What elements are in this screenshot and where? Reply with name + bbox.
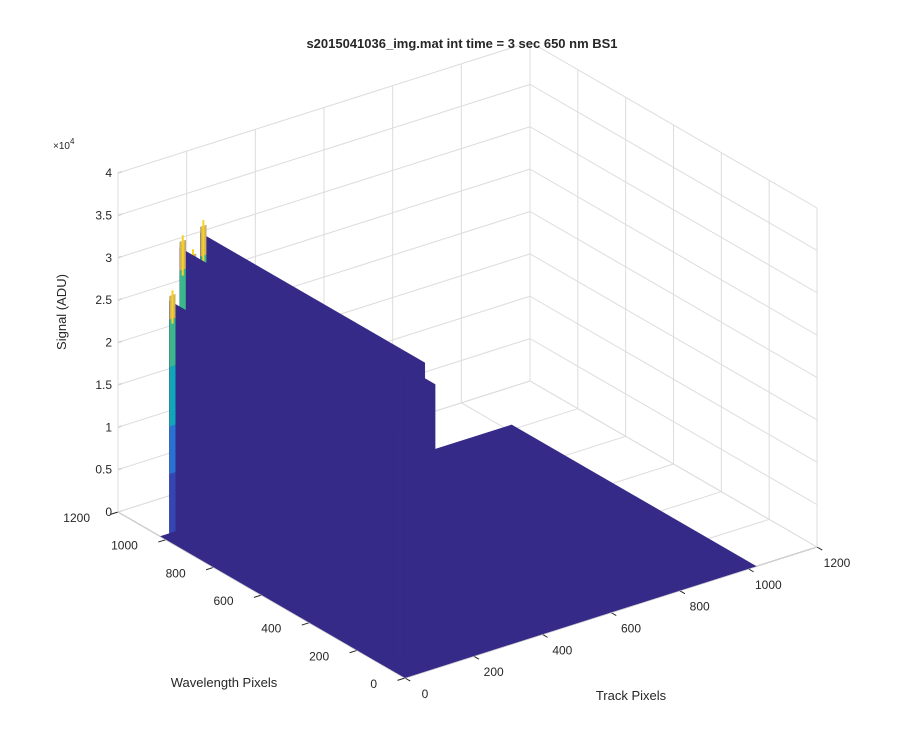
x-axis-label: Track Pixels xyxy=(596,688,667,703)
grid-line-side-z xyxy=(529,253,818,421)
z-tick-label: 1 xyxy=(105,420,112,434)
x-tick-label: 0 xyxy=(422,687,429,701)
x-tick-mark xyxy=(610,612,617,616)
grid-line-side-z xyxy=(529,41,818,209)
x-tick-mark xyxy=(816,546,823,551)
grid-line-side-z xyxy=(529,211,818,378)
grid-line-back-z xyxy=(117,41,531,174)
tick-labels: 0200400600800100012000200400600800100012… xyxy=(63,166,850,701)
x-tick-label: 1000 xyxy=(755,578,782,592)
x-tick-label: 1200 xyxy=(824,556,851,570)
grid-line-side-z xyxy=(529,83,818,251)
y-tick-label: 1200 xyxy=(63,511,90,525)
z-tick-label: 1.5 xyxy=(95,378,112,392)
y-tick-label: 1000 xyxy=(111,539,138,553)
x-tick-mark xyxy=(748,568,754,573)
z-tick-label: 4 xyxy=(105,166,112,180)
x-tick-mark xyxy=(473,655,480,660)
z-tick-label: 2.5 xyxy=(95,293,112,307)
x-tick-label: 800 xyxy=(690,600,710,614)
z-tick-label: 0.5 xyxy=(95,463,112,477)
z-tick-label: 3 xyxy=(105,251,112,265)
x-tick-mark xyxy=(679,590,686,595)
grid-line-back-z xyxy=(117,83,531,216)
z-exponent-power: 4 xyxy=(70,137,75,146)
y-tick-mark xyxy=(158,539,166,543)
grid-line-back-z xyxy=(117,126,531,259)
y-tick-mark xyxy=(349,649,358,654)
x-tick-label: 400 xyxy=(552,643,572,657)
track-band xyxy=(169,424,176,475)
x-tick-mark xyxy=(404,677,411,682)
grid-line-side-z xyxy=(529,126,818,294)
track-band xyxy=(169,317,176,368)
z-tick-label: 2 xyxy=(105,336,112,350)
y-tick-mark xyxy=(205,566,214,571)
z-exponent-base: ×10 xyxy=(53,141,70,152)
y-tick-label: 400 xyxy=(261,622,281,636)
track-band xyxy=(169,472,176,534)
y-tick-label: 200 xyxy=(309,649,329,663)
z-tick-label: 3.5 xyxy=(95,208,112,222)
surface-floor xyxy=(160,424,757,678)
x-tick-mark xyxy=(542,633,548,638)
z-axis-label: Signal (ADU) xyxy=(54,274,69,350)
z-exponent-label: ×104 xyxy=(53,137,75,152)
y-axis-label: Wavelength Pixels xyxy=(171,675,278,690)
chart-title: s2015041036_img.mat int time = 3 sec 650… xyxy=(306,36,617,51)
y-tick-label: 600 xyxy=(213,594,233,608)
grid-line-side-z xyxy=(529,338,818,506)
y-tick-mark xyxy=(397,677,406,681)
grid-line-side-z xyxy=(529,295,818,463)
y-tick-mark xyxy=(110,511,119,515)
z-tick-label: 0 xyxy=(105,505,112,519)
x-tick-label: 600 xyxy=(621,622,641,636)
x-tick-label: 200 xyxy=(484,665,504,679)
y-tick-mark xyxy=(301,622,310,626)
y-tick-label: 0 xyxy=(370,677,377,691)
grid-line-floor-y xyxy=(404,546,818,679)
y-tick-mark xyxy=(253,594,262,598)
track-band xyxy=(169,365,176,427)
grid-line-side-z xyxy=(529,380,818,548)
y-tick-label: 800 xyxy=(166,566,186,580)
grid-line-side-z xyxy=(529,168,818,336)
surface-plot xyxy=(160,220,757,678)
